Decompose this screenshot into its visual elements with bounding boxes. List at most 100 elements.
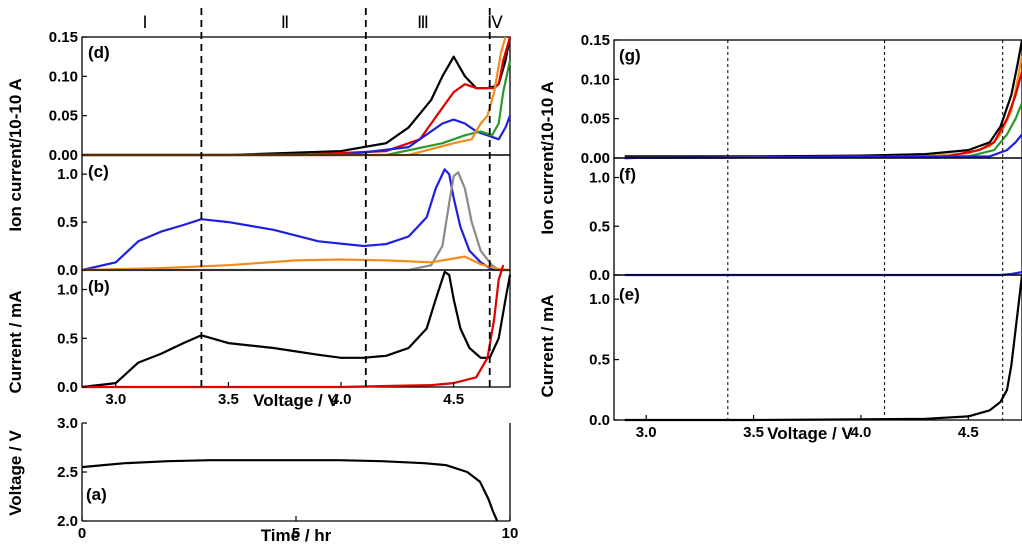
left-x-axis-label: Voltage / V <box>253 391 339 410</box>
region-boundaries <box>200 8 491 387</box>
panel-g-series-line-1 <box>624 39 1022 158</box>
panel-d-ytick-label: 0.00 <box>49 147 78 164</box>
panel-d: 0.00 0.05 0.10 0.15 (d) <box>49 29 512 164</box>
panel-b-ytick-label: 1.0 <box>57 282 78 299</box>
panel-e-series <box>624 274 1022 422</box>
panel-a: 2.0 2.5 3.0 0 5 10 (a) <box>57 415 518 542</box>
panel-b-xtick-label: 4.5 <box>443 391 464 408</box>
panel-d-ytick-label: 0.15 <box>49 29 78 46</box>
panel-d-series-line-4 <box>82 60 512 157</box>
panel-d-series-line-5 <box>82 36 507 157</box>
panel-d-series <box>82 36 512 157</box>
panel-a-series-line-1 <box>81 459 499 522</box>
panel-e-x-axis-label: Voltage / V <box>767 424 853 443</box>
panel-g-frame <box>613 39 1022 159</box>
panel-e-yticks: 0.0 0.5 1.0 <box>589 291 619 429</box>
panel-d-series-line-3 <box>82 115 512 157</box>
panel-e-xtick-label: 4.0 <box>851 424 872 441</box>
panel-g-ytick-label: 0.15 <box>581 32 610 49</box>
panel-g-label: (g) <box>619 46 641 65</box>
region-label-1: Ⅰ <box>142 13 147 32</box>
panel-g: 0.00 0.05 0.10 0.15 (g) <box>581 32 1022 167</box>
panel-f-frame <box>613 157 1022 276</box>
region-label-4: Ⅳ <box>487 13 503 32</box>
panel-g-series <box>624 39 1022 160</box>
panel-g-series-line-3 <box>624 71 1022 160</box>
left-current-y-axis-label: Current / mA <box>6 291 25 394</box>
panel-c-series <box>81 168 511 272</box>
panel-e-xticks: 3.0 3.5 4.0 4.5 <box>636 415 979 441</box>
panel-e-y-axis-label: Current / mA <box>538 295 557 398</box>
panel-b-ytick-label: 0.0 <box>57 379 78 396</box>
panel-a-xtick-label: 0 <box>78 525 86 542</box>
panel-d-yticks: 0.00 0.05 0.10 0.15 <box>49 29 87 164</box>
panel-a-yticks: 2.0 2.5 3.0 <box>57 415 87 530</box>
panel-g-series-line-5 <box>624 133 1022 160</box>
panel-e-xtick-label: 4.5 <box>958 424 979 441</box>
panel-a-ytick-label: 2.0 <box>57 513 78 530</box>
panel-e-label: (e) <box>619 285 640 304</box>
panel-d-ytick-label: 0.10 <box>49 68 78 85</box>
panel-e-xtick-label: 3.0 <box>636 424 657 441</box>
panel-d-series-line-1 <box>82 36 512 157</box>
panel-c-frame <box>81 154 511 271</box>
panel-c-ytick-label: 0.5 <box>57 214 78 231</box>
panel-e-ytick-label: 0.0 <box>589 412 610 429</box>
panel-b-series <box>81 264 512 389</box>
panel-c-series-line-3 <box>81 255 511 272</box>
panel-b-xtick-label: 4.0 <box>331 391 352 408</box>
panel-c-ytick-label: 0.0 <box>57 262 78 279</box>
panel-c-ytick-label: 1.0 <box>57 166 78 183</box>
panel-e-xtick-label: 3.5 <box>743 424 764 441</box>
panel-f-ytick-label: 0.5 <box>589 218 610 235</box>
panel-b-xtick-label: 3.5 <box>218 391 239 408</box>
panel-g-ytick-label: 0.00 <box>581 150 610 167</box>
panel-a-ytick-label: 2.5 <box>57 464 78 481</box>
panel-e-frame <box>613 274 1022 421</box>
panel-b: 0.0 0.5 1.0 3.0 3.5 4.0 4.5 (b) <box>57 264 512 408</box>
panel-d-ytick-label: 0.05 <box>49 108 78 125</box>
panel-e-series-line-1 <box>624 274 1022 422</box>
panel-b-frame <box>81 269 511 388</box>
panel-g-yticks: 0.00 0.05 0.10 0.15 <box>581 32 619 167</box>
panel-f-ytick-label: 1.0 <box>589 170 610 187</box>
panel-f: 0.0 0.5 1.0 (f) <box>589 157 1022 284</box>
panel-b-xticks: 3.0 3.5 4.0 4.5 <box>105 382 464 408</box>
panel-b-yticks: 0.0 0.5 1.0 <box>57 282 87 396</box>
panel-a-y-axis-label: Voltage / V <box>6 430 25 516</box>
panel-e-ytick-label: 0.5 <box>589 352 610 369</box>
panel-g-series-line-2 <box>624 55 1022 160</box>
panel-a-ytick-label: 3.0 <box>57 415 78 432</box>
region-label-3: Ⅲ <box>417 13 429 32</box>
panel-d-series-line-2 <box>82 36 512 157</box>
panel-e-ytick-label: 1.0 <box>589 291 610 308</box>
panel-c-yticks: 0.0 0.5 1.0 <box>57 166 87 279</box>
panel-d-label: (d) <box>88 43 110 62</box>
panel-b-xtick-label: 3.0 <box>105 391 126 408</box>
panel-f-label: (f) <box>619 165 636 184</box>
panel-c-label: (c) <box>88 162 109 181</box>
panel-f-ytick-label: 0.0 <box>589 267 610 284</box>
panel-g-ytick-label: 0.10 <box>581 71 610 88</box>
right-region-boundaries <box>727 40 1004 420</box>
left-ion-y-axis-label: Ion current/10-10 A <box>6 78 25 231</box>
panel-e: 0.0 0.5 1.0 3.0 3.5 4.0 4.5 (e) <box>589 274 1022 441</box>
panel-a-xticks: 0 5 10 <box>78 516 519 542</box>
panel-g-ytick-label: 0.05 <box>581 111 610 128</box>
panel-b-label: (b) <box>88 277 110 296</box>
panel-b-ytick-label: 0.5 <box>57 330 78 347</box>
panel-b-series-line-1 <box>81 270 512 389</box>
panel-a-label: (a) <box>86 485 107 504</box>
panel-a-xtick-label: 5 <box>292 525 300 542</box>
panel-a-xtick-label: 10 <box>502 525 519 542</box>
panel-c: 0.0 0.5 1.0 (c) <box>57 154 511 279</box>
right-figure: 0.000.050.100.15 (g) 0.00.51.0 (f) 0.00.… <box>538 32 1022 443</box>
panel-a-series <box>81 459 499 522</box>
panel-a-x-axis-label: Time / hr <box>261 526 332 545</box>
panel-g-y-axis-label: Ion current/10-10 A <box>538 81 557 234</box>
region-label-2: Ⅱ <box>281 13 289 32</box>
panel-d-frame <box>81 36 511 156</box>
panel-c-series-line-1 <box>81 168 510 272</box>
left-figure: Ⅰ Ⅱ Ⅲ Ⅳ 0.000.050.100.15 (d) 0.00.51.0 (… <box>6 8 518 545</box>
